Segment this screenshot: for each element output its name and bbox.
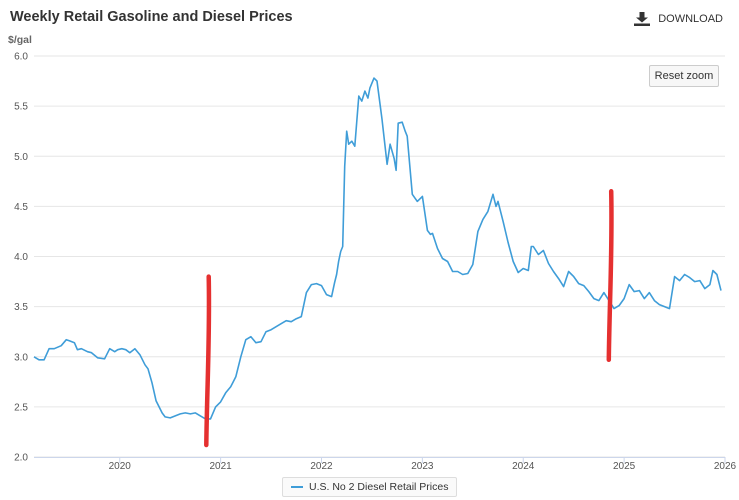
chart-title: Weekly Retail Gasoline and Diesel Prices [10,9,293,25]
annotation-layer [204,189,614,448]
y-tick-label: 4.5 [14,202,28,213]
legend-swatch [291,486,303,488]
y-tick-label: 4.0 [14,252,28,263]
red-marker-annotation [204,274,212,448]
legend-item-diesel[interactable]: U.S. No 2 Diesel Retail Prices [282,477,458,497]
axes: 2.0 2.5 3.0 3.5 4.0 4.5 5.0 5.5 6.0 2020 2021 2022 2… [14,52,736,473]
y-tick-label: 6.0 [14,52,28,63]
series-line-diesel[interactable] [33,77,722,420]
x-tick-label: 2024 [512,461,535,472]
y-tick-label: 5.0 [14,152,28,163]
x-tick-label: 2022 [310,461,333,472]
legend-label: U.S. No 2 Diesel Retail Prices [309,481,449,493]
y-tick-label: 3.5 [14,302,28,313]
y-tick-label: 5.5 [14,102,28,113]
grid-lines [34,55,725,458]
y-tick-label: 3.0 [14,352,28,363]
y-tick-label: 2.5 [14,402,28,413]
red-marker-annotation [606,189,614,363]
x-tick-label: 2025 [613,461,636,472]
reset-zoom-button[interactable]: Reset zoom [649,65,719,87]
download-label: DOWNLOAD [658,13,723,25]
x-tick-label: 2020 [109,461,132,472]
x-tick-label: 2023 [411,461,434,472]
series-layer [33,77,722,420]
x-tick-label: 2026 [714,461,737,472]
download-icon [634,12,651,26]
y-tick-label: 2.0 [14,453,28,464]
x-tick-label: 2021 [209,461,232,472]
download-button[interactable]: DOWNLOAD [634,12,723,26]
y-axis-unit: $/gal [8,34,32,46]
